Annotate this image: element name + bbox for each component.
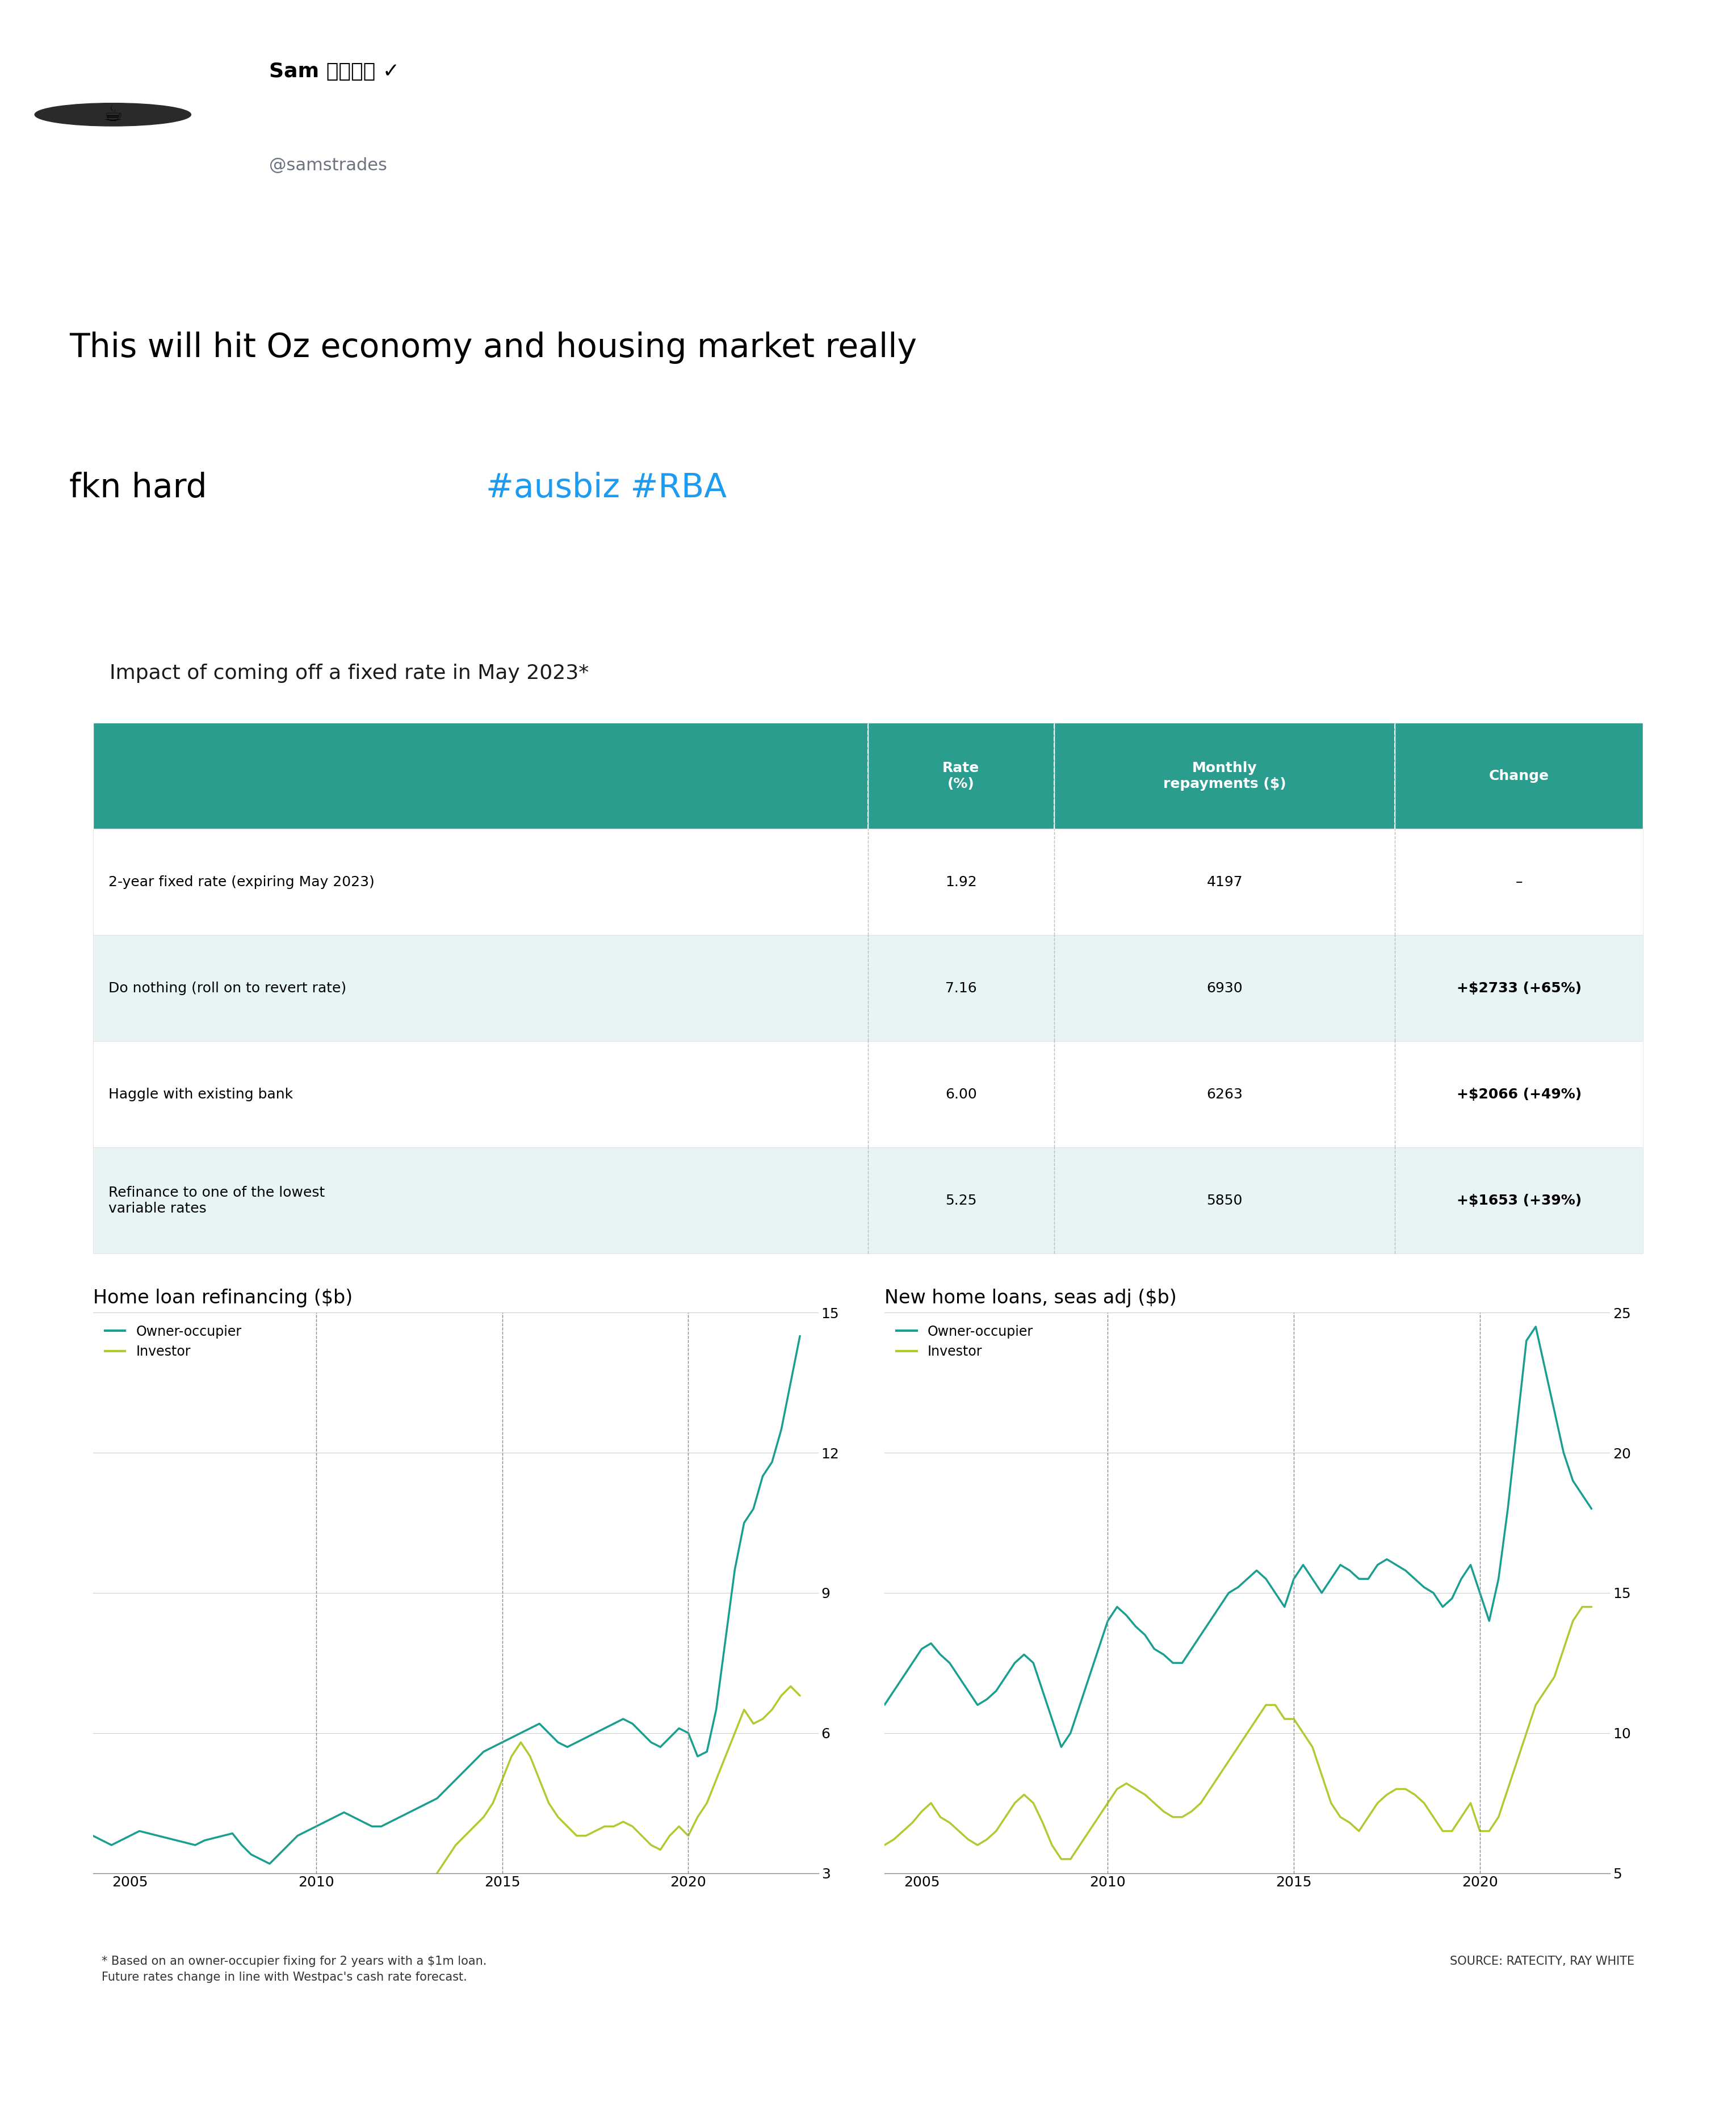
- Text: 4197: 4197: [1207, 874, 1243, 889]
- Text: 6263: 6263: [1207, 1089, 1243, 1101]
- Text: Refinance to one of the lowest
variable rates: Refinance to one of the lowest variable …: [108, 1186, 325, 1216]
- Text: 7.16: 7.16: [944, 980, 977, 995]
- Text: This will hit Oz economy and housing market really: This will hit Oz economy and housing mar…: [69, 331, 917, 363]
- Text: 6930: 6930: [1207, 980, 1243, 995]
- Text: fkn hard: fkn hard: [69, 471, 217, 503]
- Legend: Owner-occupier, Investor: Owner-occupier, Investor: [891, 1320, 1038, 1364]
- Text: SOURCE: RATECITY, RAY WHITE: SOURCE: RATECITY, RAY WHITE: [1450, 1956, 1635, 1967]
- FancyBboxPatch shape: [868, 724, 1054, 830]
- Text: Impact of coming off a fixed rate in May 2023*: Impact of coming off a fixed rate in May…: [109, 664, 589, 683]
- Text: Rate
(%): Rate (%): [943, 762, 979, 792]
- Legend: Owner-occupier, Investor: Owner-occupier, Investor: [99, 1320, 247, 1364]
- Text: New home loans, seas adj ($b): New home loans, seas adj ($b): [885, 1288, 1177, 1307]
- Text: * Based on an owner-occupier fixing for 2 years with a $1m loan.
Future rates ch: * Based on an owner-occupier fixing for …: [101, 1956, 486, 1982]
- FancyBboxPatch shape: [1054, 724, 1396, 830]
- Text: Do nothing (roll on to revert rate): Do nothing (roll on to revert rate): [108, 980, 345, 995]
- Text: 5850: 5850: [1207, 1195, 1243, 1207]
- FancyBboxPatch shape: [94, 936, 1642, 1042]
- Text: Home loan refinancing ($b): Home loan refinancing ($b): [94, 1288, 352, 1307]
- Text: –: –: [1516, 874, 1522, 889]
- Text: Change: Change: [1489, 768, 1549, 783]
- Text: 2-year fixed rate (expiring May 2023): 2-year fixed rate (expiring May 2023): [108, 874, 375, 889]
- Text: 6.00: 6.00: [944, 1089, 977, 1101]
- FancyBboxPatch shape: [28, 590, 1708, 2094]
- Text: +$1653 (+39%): +$1653 (+39%): [1457, 1195, 1581, 1207]
- Text: ☕: ☕: [102, 104, 123, 125]
- Text: +$2733 (+65%): +$2733 (+65%): [1457, 980, 1581, 995]
- Text: 1.92: 1.92: [944, 874, 977, 889]
- Circle shape: [35, 104, 191, 125]
- Text: Sam 🇦🇺🇺🇦 ✓: Sam 🇦🇺🇺🇦 ✓: [269, 62, 399, 81]
- FancyBboxPatch shape: [94, 1042, 1642, 1148]
- FancyBboxPatch shape: [94, 1148, 1642, 1254]
- Text: @samstrades: @samstrades: [269, 157, 387, 174]
- Text: 5.25: 5.25: [946, 1195, 977, 1207]
- FancyBboxPatch shape: [94, 830, 1642, 936]
- FancyBboxPatch shape: [1396, 724, 1642, 830]
- FancyBboxPatch shape: [94, 724, 868, 830]
- Text: Monthly
repayments ($): Monthly repayments ($): [1163, 762, 1286, 792]
- Text: #ausbiz #RBA: #ausbiz #RBA: [486, 471, 727, 503]
- Text: +$2066 (+49%): +$2066 (+49%): [1457, 1089, 1581, 1101]
- Text: Haggle with existing bank: Haggle with existing bank: [108, 1089, 293, 1101]
